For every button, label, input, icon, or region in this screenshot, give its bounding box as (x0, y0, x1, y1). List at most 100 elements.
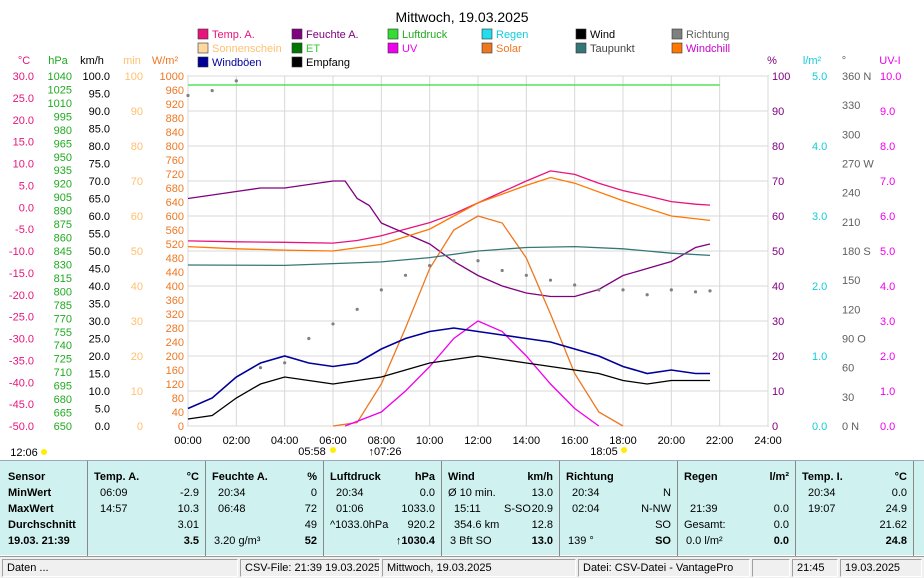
axis-tick-label: -30.0 (9, 334, 34, 346)
wind-max-dir: S-SO (504, 503, 531, 515)
axis-tick-label: 45.0 (89, 264, 110, 276)
axis-tick-label: 890 (54, 206, 72, 218)
tempi-max: 24.9 (885, 503, 907, 515)
time-tick-label: 06:00 (319, 435, 347, 447)
wind-title: Wind (448, 471, 475, 483)
press-min: 0.0 (419, 487, 435, 499)
press-max: 1033.0 (401, 503, 435, 515)
dir-deg: 139 ° (568, 535, 594, 547)
rain-total: 0.0 (773, 519, 789, 531)
tempi-unit: °C (894, 471, 907, 483)
axis-tick-label: 800 (54, 286, 72, 298)
legend-swatch (481, 42, 493, 54)
time-tick-label: 22:00 (706, 435, 734, 447)
axis-tick-label: 40.0 (89, 281, 110, 293)
dir-title: Richtung (566, 471, 614, 483)
sunset-time: 18:05 (590, 446, 618, 458)
axis-tick-label: 1.0 (812, 351, 827, 363)
axis-tick-label: 935 (54, 165, 72, 177)
status-date: 19.03.2025 (840, 559, 922, 577)
rain-max: 0.0 (773, 503, 789, 515)
axis-tick-label: 200 (166, 351, 184, 363)
tempi-min: 0.0 (891, 487, 907, 499)
series-point-richtung (597, 288, 601, 292)
time-tick-label: 12:00 (464, 435, 492, 447)
legend-label: UV (402, 43, 418, 55)
axis-tick-label: 4.0 (812, 141, 827, 153)
status-csv-file: CSV-File: 21:39 19.03.2025 (240, 559, 380, 577)
rain-rate: 0.0 l/m² (686, 535, 723, 547)
dir-max: N-NW (641, 503, 671, 515)
legend-label: Windchill (686, 43, 730, 55)
series-point-richtung (355, 307, 359, 311)
series-line-taupunkt (187, 245, 711, 267)
axis-tick-label: 90 (131, 106, 143, 118)
legend-swatch (291, 42, 303, 54)
axis-tick-label: 100 (125, 71, 143, 83)
series-point-richtung (669, 288, 673, 292)
series-line-windchill (187, 176, 711, 252)
axis-tick-label: 65.0 (89, 194, 110, 206)
time-tick-label: 04:00 (271, 435, 299, 447)
axis-tick-label: 875 (54, 219, 72, 231)
label-min: MinWert (8, 487, 52, 499)
label-max: MaxWert (8, 503, 54, 515)
axis-tick-label: 725 (54, 354, 72, 366)
stats-temp: Temp. A. °C 06:09 -2.9 14:57 10.3 3.01 3.5 (88, 461, 206, 556)
legend-swatch (291, 56, 303, 68)
time-tick-label: 14:00 (513, 435, 541, 447)
wind-run: 354.6 km (454, 519, 500, 531)
axis-unit-lm2: l/m² (803, 55, 822, 67)
temp-now: 3.5 (183, 535, 199, 547)
wind-avg: 12.8 (531, 519, 553, 531)
series-point-richtung (234, 79, 238, 83)
axis-tick-label: 150 (842, 275, 860, 287)
axis-tick-label: 3.0 (880, 316, 895, 328)
axis-unit-uv: UV-I (879, 55, 900, 67)
axis-tick-label: 180 S (842, 246, 871, 258)
chart-legend: Temp. A. Feuchte A. Luftdruck Regen Wind Rich… (197, 28, 730, 69)
axis-tick-label: 960 (166, 85, 184, 97)
wind-unit: km/h (527, 471, 553, 483)
tempi-title: Temp. I. (802, 471, 843, 483)
hum-avg: 49 (304, 519, 317, 531)
temp-min-time: 06:09 (100, 487, 128, 499)
axis-tick-label: 20.0 (13, 115, 34, 127)
axis-tick-label: 360 N (842, 71, 871, 83)
legend-label: Regen (496, 29, 528, 41)
series-line-windb-en (187, 327, 710, 410)
legend-label: Richtung (686, 29, 729, 41)
axis-tick-label: 830 (54, 259, 72, 271)
axis-tick-label: 1040 (48, 71, 72, 83)
stats-temp-indoor: Temp. I. °C 20:34 0.0 19:07 24.9 21.62 24.8 (796, 461, 914, 556)
axis-tick-label: 840 (166, 127, 184, 139)
press-trend-ref: ^1033.0hPa (330, 519, 389, 531)
axis-tick-label: 7.0 (880, 176, 895, 188)
axis-tick-label: 710 (54, 367, 72, 379)
legend-swatch (197, 42, 209, 54)
legend-label: Taupunkt (590, 43, 635, 55)
series-point-richtung (476, 259, 480, 263)
wind-bft: 3 Bft SO (450, 535, 492, 547)
axis-tick-label: 85.0 (89, 124, 110, 136)
axis-tick-label: 20 (131, 351, 143, 363)
axis-tick-label: -10.0 (9, 246, 34, 258)
axis-tick-label: 55.0 (89, 229, 110, 241)
legend-swatch (387, 42, 399, 54)
axis-tick-label: -15.0 (9, 268, 34, 280)
sunrise2-time: ↑07:26 (368, 446, 401, 458)
axis-tick-label: 100.0 (82, 71, 110, 83)
temp-title: Temp. A. (94, 471, 140, 483)
hum-min: 0 (310, 487, 317, 499)
label-avg: Durchschnitt (8, 519, 76, 531)
chart-series (186, 79, 720, 427)
axis-tick-label: 40 (131, 281, 143, 293)
status-time: 21:45 (792, 559, 838, 577)
series-point-richtung (693, 290, 698, 294)
legend-swatch (387, 28, 399, 40)
axis-unit-temp: °C (18, 55, 30, 67)
tempi-avg: 21.62 (879, 519, 907, 531)
series-point-richtung (403, 273, 408, 277)
axis-tick-label: -40.0 (9, 377, 34, 389)
press-title: Luftdruck (330, 471, 381, 483)
